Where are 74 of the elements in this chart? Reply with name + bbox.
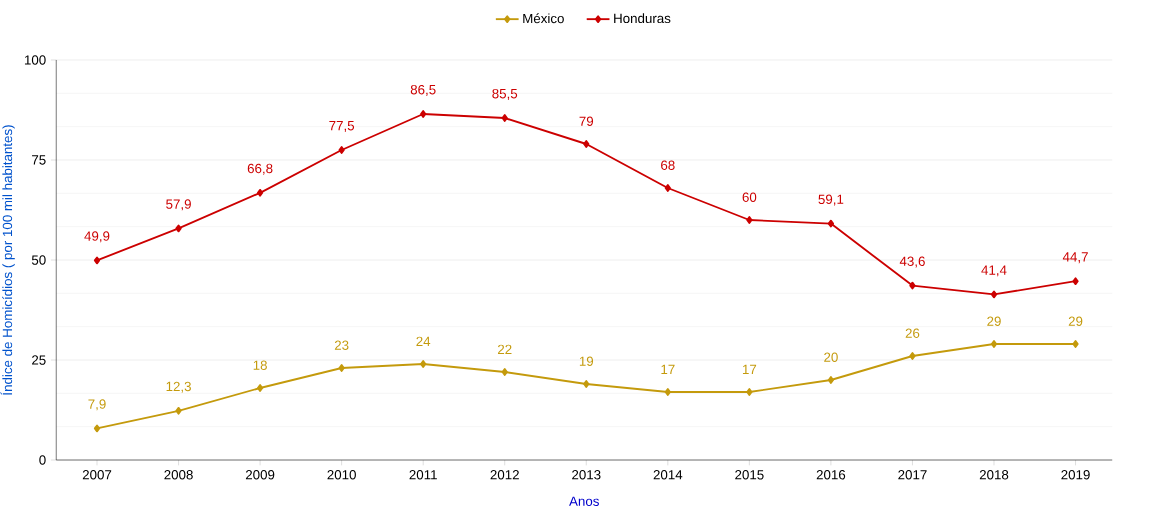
- data-label: 49,9: [84, 231, 110, 243]
- point: [501, 114, 508, 122]
- y-axis-title: Índice de Homicídios ( por 100 mil habitantes): [0, 125, 15, 395]
- y-tick-label: 25: [32, 355, 46, 365]
- y-tick-label: 100: [24, 55, 46, 65]
- data-label: 68: [661, 160, 675, 170]
- data-label: 17: [742, 364, 757, 374]
- point: [93, 256, 101, 265]
- x-tick-label: 2014: [653, 470, 683, 480]
- point: [420, 110, 427, 118]
- y-tick-label: 75: [32, 155, 46, 165]
- data-label: 77,5: [329, 121, 355, 132]
- data-label: 19: [579, 356, 594, 366]
- x-tick-label: 2017: [898, 470, 927, 480]
- legend-label: Honduras: [614, 13, 671, 24]
- y-tick-label: 0: [39, 455, 46, 465]
- point: [746, 388, 753, 396]
- data-label: 29: [1068, 316, 1083, 326]
- data-label: 20: [824, 352, 838, 362]
- x-tick-label: 2007: [82, 470, 112, 480]
- data-label: 12,3: [166, 381, 191, 393]
- x-tick-label: 2018: [979, 470, 1009, 480]
- point: [501, 368, 508, 376]
- point: [909, 352, 916, 360]
- data-label: 85,5: [492, 88, 518, 100]
- point: [583, 140, 590, 148]
- x-tick-label: 2019: [1061, 470, 1090, 480]
- point: [664, 184, 671, 192]
- x-tick-label: 2010: [327, 470, 356, 480]
- point: [583, 380, 590, 388]
- x-tick-label: 2009: [245, 470, 275, 480]
- data-label: 41,4: [981, 265, 1007, 277]
- point: [827, 219, 835, 228]
- data-label: 24: [416, 336, 431, 346]
- point: [256, 384, 264, 392]
- legend-label: México: [523, 13, 564, 24]
- point: [909, 281, 916, 290]
- x-tick-label: 2015: [735, 470, 764, 480]
- point: [256, 188, 264, 197]
- point: [990, 290, 998, 299]
- data-label: 23: [334, 340, 349, 350]
- data-label: 79: [579, 116, 594, 126]
- x-tick-label: 2013: [572, 470, 601, 480]
- x-tick-label: 2008: [164, 470, 193, 480]
- data-label: 57,9: [166, 199, 191, 211]
- data-label: 60: [742, 192, 757, 202]
- point: [338, 146, 345, 154]
- point: [338, 364, 345, 372]
- data-label: 26: [905, 328, 920, 338]
- point: [175, 406, 182, 415]
- point: [175, 224, 182, 233]
- data-label: 43,6: [899, 256, 925, 268]
- point: [93, 424, 101, 433]
- data-label: 17: [661, 364, 675, 374]
- point: [664, 388, 671, 396]
- point: [827, 376, 835, 384]
- data-label: 59,1: [818, 194, 844, 206]
- y-tick-label: 50: [31, 255, 46, 265]
- point: [990, 340, 998, 348]
- data-label: 44,7: [1062, 252, 1088, 264]
- point: [420, 360, 427, 368]
- data-label: 86,5: [410, 84, 436, 96]
- data-label: 22: [497, 344, 512, 354]
- data-label: 66,8: [247, 163, 273, 175]
- point: [746, 216, 753, 224]
- x-tick-label: 2016: [816, 470, 846, 480]
- data-label: 29: [987, 316, 1001, 326]
- point: [1072, 340, 1079, 348]
- x-tick-label: 2011: [409, 470, 437, 480]
- point: [1072, 277, 1079, 286]
- data-label: 18: [253, 360, 267, 370]
- x-tick-label: 2012: [490, 470, 519, 480]
- data-label: 7,9: [88, 399, 106, 411]
- x-axis-title: Anos: [569, 496, 599, 506]
